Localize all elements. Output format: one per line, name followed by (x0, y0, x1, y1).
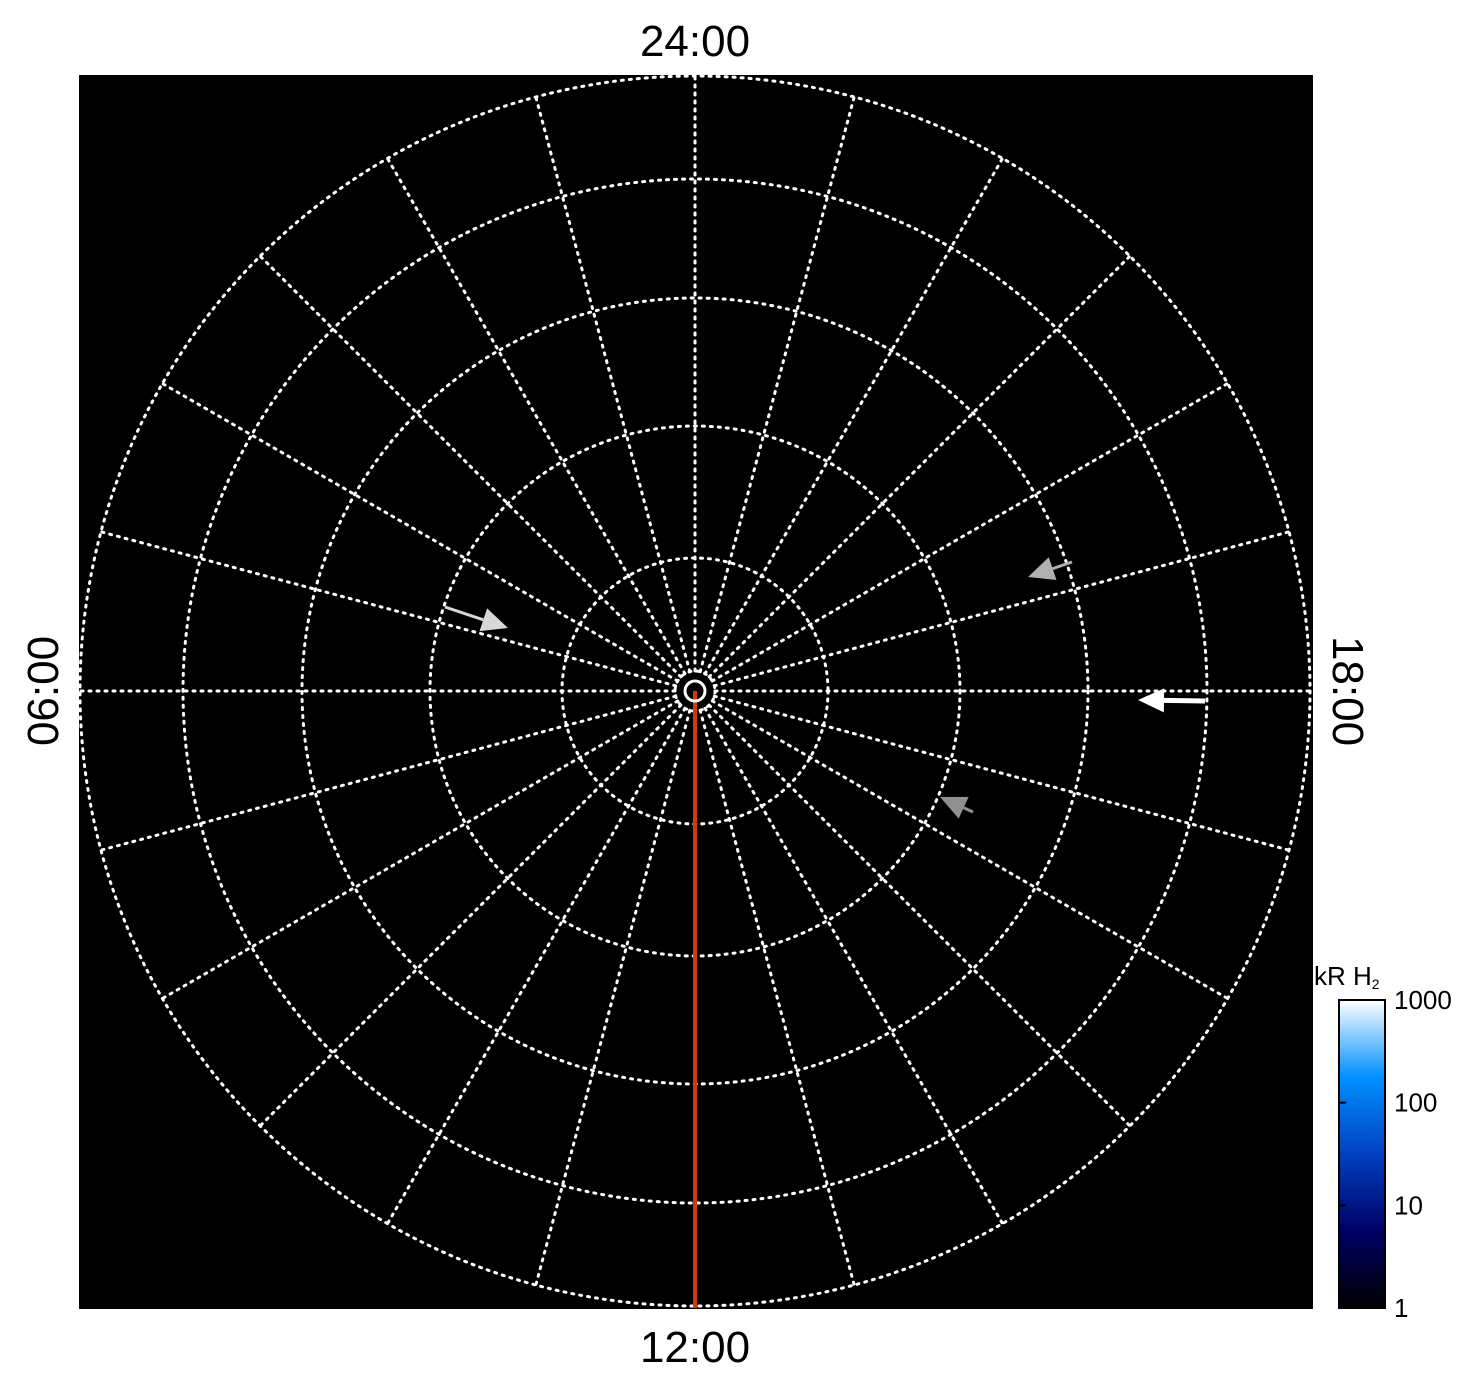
meridian-line (386, 156, 687, 676)
meridian-line (258, 703, 683, 1128)
meridian-line (258, 254, 683, 679)
meridian-line (386, 706, 687, 1226)
colorbar-tick-label: 1000 (1394, 985, 1452, 1015)
colorbar-tick-label: 100 (1394, 1088, 1437, 1118)
meridian-line (160, 699, 680, 1000)
meridian-line (712, 530, 1291, 688)
meridian-line (698, 95, 856, 674)
label-right: 18:00 (1323, 636, 1372, 746)
meridian-line (712, 694, 1291, 852)
meridian-line (99, 530, 678, 688)
label-left: 06:00 (19, 636, 68, 746)
arrow-head (479, 608, 508, 632)
meridian-line (710, 382, 1230, 683)
arrow-shaft (963, 806, 974, 814)
arrow-head (940, 796, 969, 819)
label-bottom: 12:00 (640, 1323, 750, 1372)
latitude-circle (181, 177, 1209, 1205)
meridian-line (698, 708, 856, 1287)
arrow-head (1028, 557, 1057, 580)
colorbar-ticks: 1 10 100 1000 (1339, 985, 1452, 1323)
meridian-line (99, 694, 678, 852)
label-top: 24:00 (640, 17, 750, 66)
colorbar (1338, 999, 1386, 1309)
meridian-line (707, 703, 1132, 1128)
arrows (444, 557, 1206, 819)
arrow-shaft (1052, 560, 1073, 571)
arrow-head (1138, 688, 1165, 713)
arrow-shaft (444, 605, 484, 622)
colorbar-tick-label: 1 (1394, 1293, 1408, 1323)
meridian-line (707, 254, 1132, 679)
meridian-line (160, 382, 680, 683)
colorbar-tick-label: 10 (1394, 1190, 1423, 1220)
meridian-line (703, 156, 1004, 676)
meridian-line (703, 706, 1004, 1226)
colorbar-label: kR H2 (1314, 961, 1380, 992)
polar-grid (78, 74, 1312, 1308)
meridian-line (534, 95, 692, 674)
colorbar-label-subscript: 2 (1372, 976, 1380, 992)
meridian-line (710, 699, 1230, 1000)
pole-marker (683, 679, 707, 703)
arrow-shaft (1163, 697, 1206, 704)
meridian-line (534, 708, 692, 1287)
